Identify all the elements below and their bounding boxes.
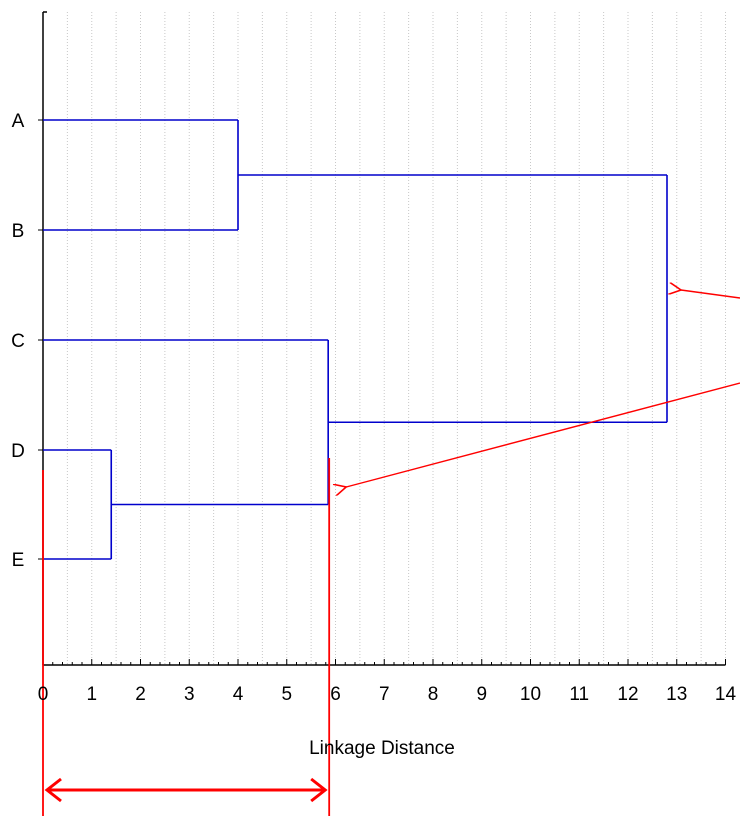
x-axis-title: Linkage Distance [309,738,455,759]
x-tick-label: 14 [715,684,737,705]
annotation-arrow [346,382,740,487]
x-tick-label: 6 [330,684,341,705]
leaf-label-d: D [11,441,25,462]
x-tick-label: 8 [428,684,439,705]
leaf-label-a: A [12,111,25,132]
x-tick-label: 12 [617,684,638,705]
annotations [42,290,740,816]
x-axis [38,11,726,666]
arrowhead-left [44,777,62,803]
x-tick-label: 11 [569,684,589,705]
dendrogram-tree [43,119,668,560]
leaf-label-c: C [11,331,25,352]
x-tick-label: 2 [135,684,146,705]
x-tick-label: 4 [233,684,244,705]
x-tick-label: 1 [86,684,97,705]
x-tick-label: 3 [184,684,195,705]
leaf-label-b: B [12,221,25,242]
arrowhead-right [310,777,328,803]
annotation-arrow [681,290,740,299]
leaf-label-e: E [12,550,25,571]
x-tick-label: 0 [38,684,49,705]
grid [66,12,726,665]
x-tick-label: 9 [476,684,487,705]
x-tick-label: 10 [520,684,541,705]
x-tick-label: 13 [666,684,687,705]
x-tick-label: 7 [379,684,390,705]
x-tick-label: 5 [281,684,292,705]
